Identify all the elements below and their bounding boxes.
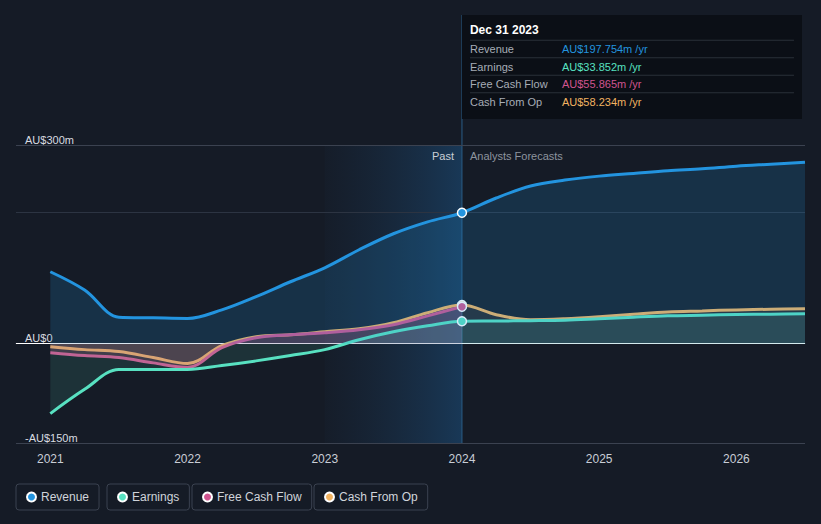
- svg-text:AU$300m: AU$300m: [25, 134, 74, 146]
- svg-text:AU$0: AU$0: [25, 332, 53, 344]
- svg-text:AU$33.852m /yr: AU$33.852m /yr: [562, 61, 642, 73]
- svg-text:Cash From Op: Cash From Op: [339, 490, 418, 504]
- svg-text:Free Cash Flow: Free Cash Flow: [217, 490, 302, 504]
- svg-text:AU$197.754m /yr: AU$197.754m /yr: [562, 43, 648, 55]
- svg-text:Past: Past: [432, 150, 454, 162]
- svg-text:2023: 2023: [311, 452, 338, 466]
- svg-text:Free Cash Flow: Free Cash Flow: [470, 78, 548, 90]
- svg-text:Revenue: Revenue: [470, 43, 514, 55]
- svg-text:Cash From Op: Cash From Op: [470, 96, 542, 108]
- svg-text:2021: 2021: [37, 452, 64, 466]
- svg-text:2026: 2026: [723, 452, 750, 466]
- svg-text:Earnings: Earnings: [132, 490, 179, 504]
- svg-text:2025: 2025: [586, 452, 613, 466]
- svg-text:-AU$150m: -AU$150m: [25, 432, 78, 444]
- svg-text:Earnings: Earnings: [470, 61, 514, 73]
- svg-text:Revenue: Revenue: [41, 490, 89, 504]
- svg-text:Dec 31 2023: Dec 31 2023: [470, 23, 539, 37]
- svg-text:2024: 2024: [449, 452, 476, 466]
- svg-text:Analysts Forecasts: Analysts Forecasts: [470, 150, 563, 162]
- svg-text:AU$58.234m /yr: AU$58.234m /yr: [562, 96, 642, 108]
- svg-text:2022: 2022: [174, 452, 201, 466]
- svg-text:AU$55.865m /yr: AU$55.865m /yr: [562, 78, 642, 90]
